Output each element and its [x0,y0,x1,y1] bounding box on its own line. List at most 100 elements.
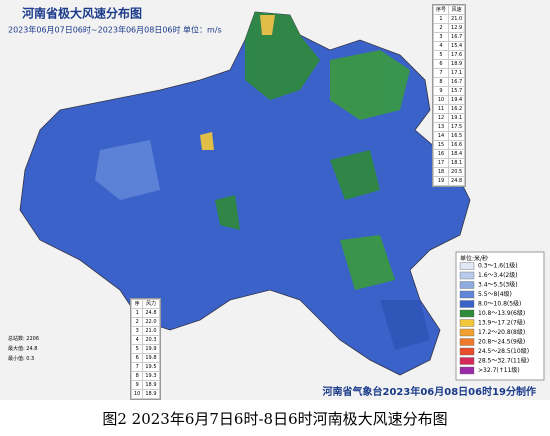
row: 7 17.1 [432,68,466,78]
row: 8 19.3 [130,371,160,381]
legend-swatch [459,262,475,270]
row: 3 16.7 [432,32,466,42]
producer-note: 河南省气象台2023年06月08日06时19分制作 [323,385,537,398]
table: 序风力 1 24.8 2 22.0 3 21.0 4 20.3 5 19.9 6 19.8 7 19.5 8 1… [130,299,160,399]
cell: 16.7 [448,77,466,87]
legend-swatch [459,338,475,346]
cell: 19.9 [142,344,160,354]
cell: 18.1 [448,158,466,168]
cell: 22.0 [142,317,160,327]
stat: 最小值: 0.3 [8,356,35,362]
cell: 19 [432,176,450,186]
cell: 16.6 [448,140,466,150]
row: 13 17.5 [432,122,466,132]
legend-label: 13.9～17.2(7级) [478,319,525,327]
legend-swatch [459,357,475,365]
legend-label: 28.5～32.7(11级) [478,357,529,365]
bottom-stations-table: 序风力 1 24.8 2 22.0 3 21.0 4 20.3 5 19.9 6 19.8 7 19.5 8 1… [130,298,161,400]
cell: 9 [130,380,144,390]
cell: 7 [130,362,144,372]
cell: 20.5 [448,167,466,177]
map-title: 河南省极大风速分布图 [21,6,142,21]
cell: 10 [432,95,450,105]
legend-swatch [459,319,475,327]
map: 河南省极大风速分布图 2023年06月07日06时~2023年06月08日06时… [0,0,550,400]
row: 19 24.8 [432,176,466,186]
cell: 15 [432,140,450,150]
cell: 24.8 [142,308,160,318]
row: 10 18.9 [130,389,160,399]
header-cell: 序 [130,299,144,309]
cell: 12.9 [448,23,466,33]
legend-swatch [459,271,475,280]
cell: 3 [130,326,144,336]
row: 18 20.5 [432,167,466,177]
legend-label: 20.8～24.5(9级) [478,338,525,346]
cell: 15.4 [448,41,466,51]
cell: 17.5 [448,122,466,132]
cell: 6 [130,353,144,363]
cell: 8 [130,371,144,381]
header-row: 序号 风速 [432,5,466,15]
cell: 1 [130,308,144,318]
cell: 8 [432,77,450,87]
legend-swatch [459,300,475,308]
stat: 总站数: 2206 [8,336,39,342]
row: 17 18.1 [432,158,466,168]
cell: 4 [130,335,144,345]
row: 7 19.5 [130,362,160,372]
legend-label: 5.5～8(4级) [478,290,512,298]
row: 6 18.9 [432,59,466,69]
legend-swatch [459,290,475,299]
cell: 21.0 [142,326,160,336]
cell: 6 [432,59,450,69]
legend-swatch [459,347,475,356]
cell: 18 [432,167,450,177]
cell: 17.6 [448,50,466,60]
cell: 19.4 [448,95,466,105]
legend-swatch [459,328,475,337]
cell: 11 [432,104,450,114]
cell: 20.3 [142,335,160,345]
cell: 2 [432,23,450,33]
cell: 2 [130,317,144,327]
legend-swatch [459,366,475,375]
row: 6 19.8 [130,353,160,363]
row: 4 15.4 [432,41,466,51]
cell: 15.7 [448,86,466,96]
row: 12 19.1 [432,113,466,123]
cell: 14 [432,131,450,141]
map-subtitle: 2023年06月07日06时~2023年06月08日06时 单位：m/s [8,25,222,35]
cell: 4 [432,41,450,51]
cell: 19.3 [142,371,160,381]
row: 11 16.2 [432,104,466,114]
legend-unit: 单位:米/秒 [460,255,488,263]
cell: 18.9 [142,389,160,399]
cell: 5 [130,344,144,354]
cell: 7 [432,68,450,78]
row: 15 16.6 [432,140,466,150]
cell: 24.8 [448,176,466,186]
row: 5 19.9 [130,344,160,354]
cell: 21.0 [448,14,466,24]
row: 16 18.4 [432,149,466,159]
row: 10 19.4 [432,95,466,105]
cell: 1 [432,14,450,24]
row: 14 16.5 [432,131,466,141]
cell: 16 [432,149,450,159]
legend-label: 8.0～10.8(5级) [478,300,521,308]
cell: 18.4 [448,149,466,159]
cell: 3 [432,32,450,42]
cell: 19.1 [448,113,466,123]
cell: 12 [432,113,450,123]
cell: 16.7 [448,32,466,42]
row: 8 16.7 [432,77,466,87]
header-cell: 风力 [142,299,160,309]
stats: 总站数: 2206 最大值: 24.8 最小值: 0.3 [8,334,39,364]
cell: 5 [432,50,450,60]
cell: 18.9 [142,380,160,390]
row: 2 12.9 [432,23,466,33]
cell: 16.5 [448,131,466,141]
cell: 13 [432,122,450,132]
